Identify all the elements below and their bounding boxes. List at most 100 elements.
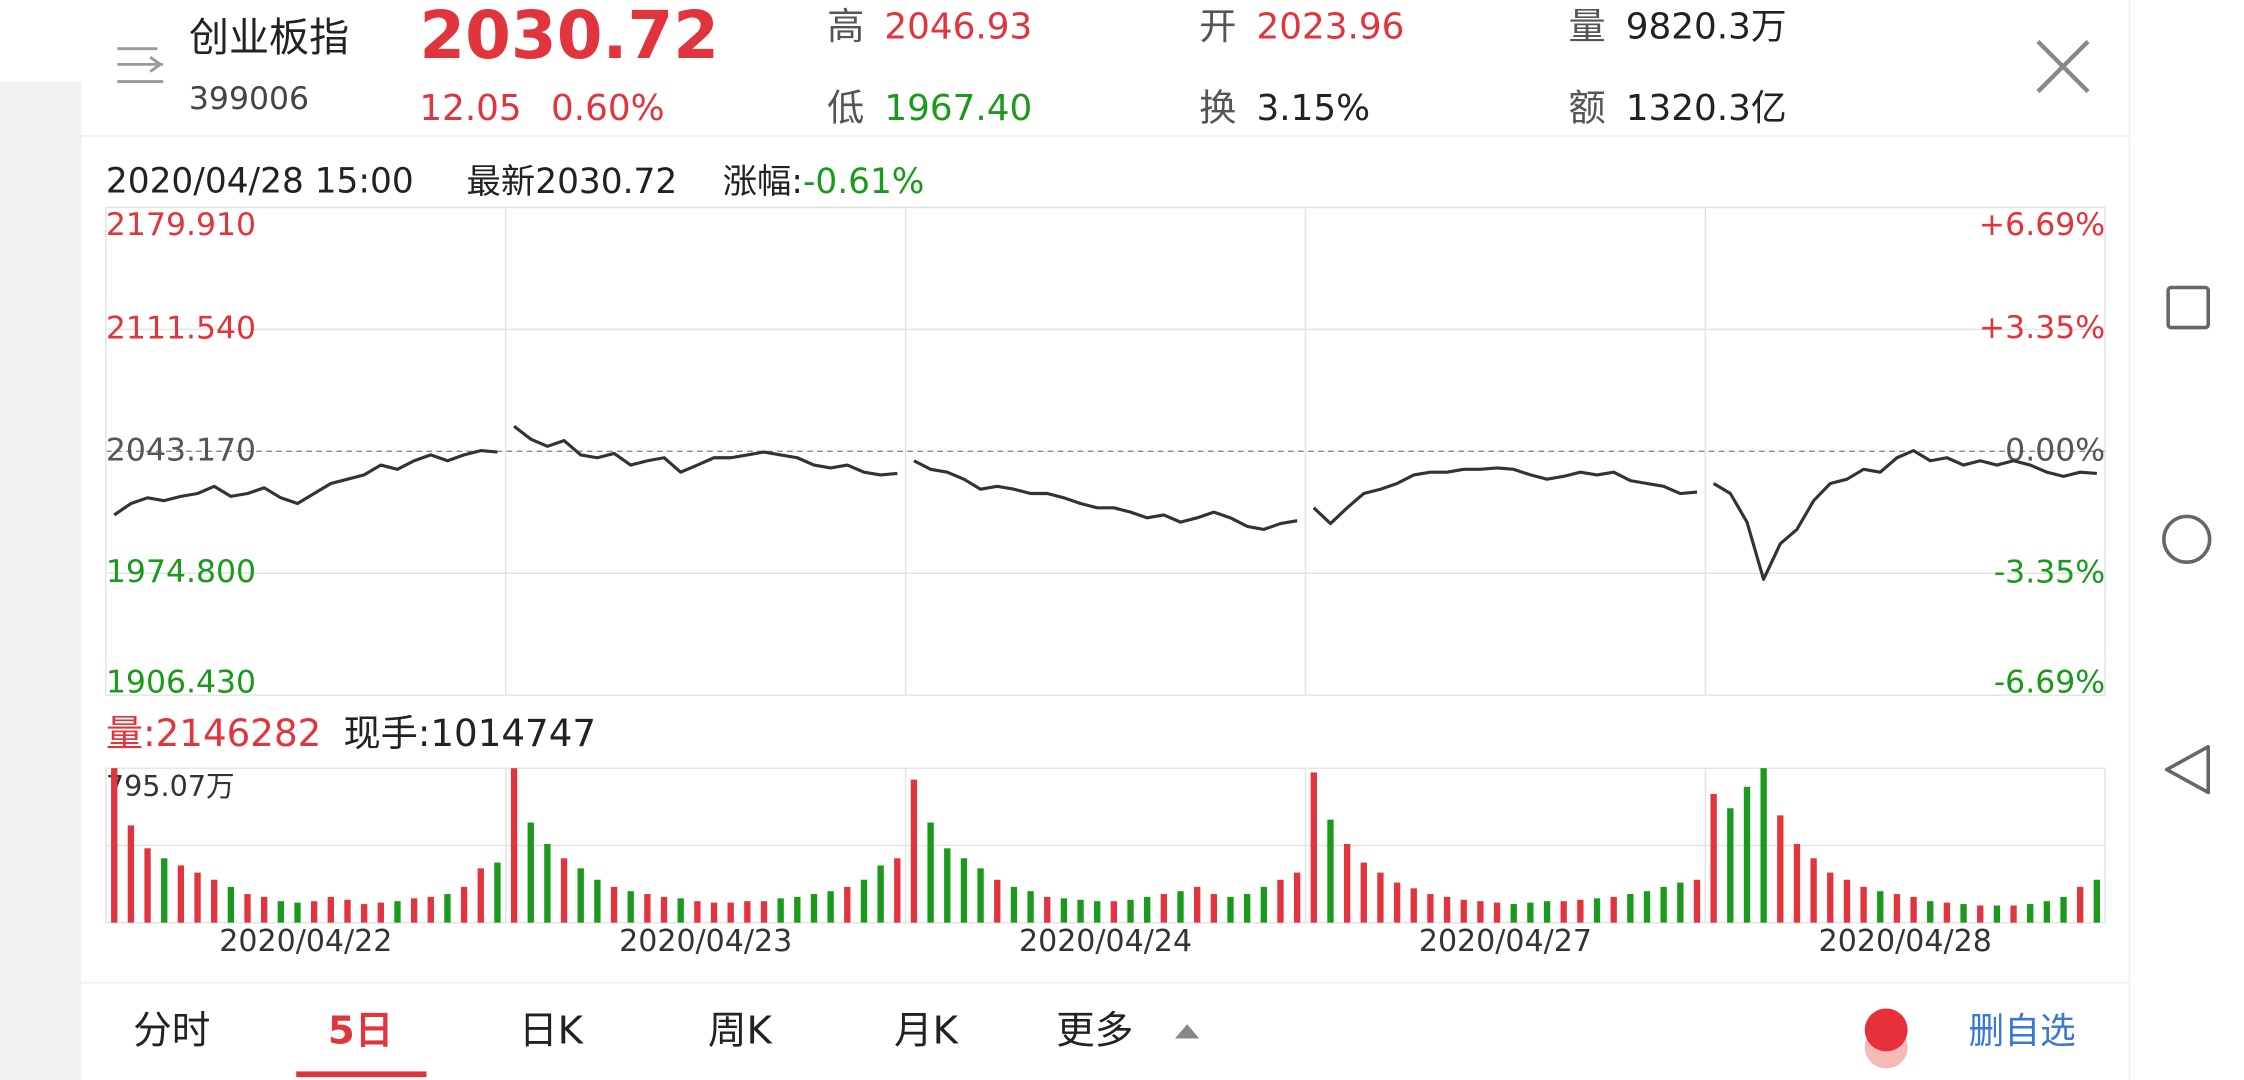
stock-code: 399006 bbox=[189, 81, 309, 117]
close-button[interactable] bbox=[2036, 39, 2090, 94]
tab[interactable]: 分时 bbox=[133, 1008, 210, 1053]
volume-bar bbox=[510, 768, 518, 923]
volume-bar bbox=[1110, 901, 1118, 923]
volume-bar bbox=[1743, 786, 1751, 923]
price-line bbox=[113, 449, 498, 517]
volume-bar bbox=[1543, 901, 1551, 923]
volume-bar bbox=[227, 886, 235, 923]
tab[interactable]: 日K bbox=[519, 1008, 585, 1053]
volume-bar bbox=[727, 902, 734, 923]
nav-back[interactable] bbox=[2164, 744, 2211, 795]
volume-bar bbox=[2077, 886, 2084, 923]
volume-bar bbox=[244, 894, 251, 923]
stat-value: 2023.96 bbox=[1257, 7, 1405, 48]
price-line bbox=[1312, 466, 1698, 526]
volume-bar bbox=[1427, 894, 1434, 923]
volume-bar bbox=[1010, 886, 1018, 923]
volume-bar bbox=[710, 902, 718, 923]
nav-recent[interactable] bbox=[2166, 285, 2211, 330]
stat-value: 2046.93 bbox=[884, 7, 1032, 48]
y-tick-label: 1974.800 bbox=[106, 554, 256, 590]
info-datetime: 2020/04/28 15:00 bbox=[106, 162, 414, 202]
volume-bar bbox=[1027, 891, 1034, 923]
volume-bar bbox=[161, 858, 168, 923]
volume-bar bbox=[910, 779, 918, 923]
volume-bar bbox=[111, 768, 118, 923]
x-tick-label: 2020/04/22 bbox=[219, 924, 392, 959]
volume-bar bbox=[1310, 772, 1317, 923]
volume-bar bbox=[977, 868, 984, 923]
volume-bar bbox=[694, 901, 701, 923]
volume-bar bbox=[2093, 879, 2101, 923]
volume-bar bbox=[1960, 904, 1967, 923]
volume-bar bbox=[1260, 886, 1267, 923]
volume-bar bbox=[660, 896, 668, 923]
menu-icon[interactable] bbox=[117, 47, 164, 83]
volume-bar bbox=[444, 894, 451, 923]
stat-label: 换 bbox=[1199, 86, 1236, 130]
volume-bar bbox=[1194, 886, 1201, 923]
latest-label: 最新 bbox=[467, 162, 536, 202]
volume-bar bbox=[1660, 886, 1667, 923]
volume-bar bbox=[860, 879, 868, 923]
volume-bar bbox=[1227, 896, 1234, 923]
volume-bar bbox=[277, 901, 285, 923]
volume-bar bbox=[327, 896, 334, 923]
volume-bar bbox=[1393, 882, 1401, 923]
volume-bar bbox=[1327, 819, 1334, 923]
stat-label: 低 bbox=[827, 86, 864, 130]
volume-bar bbox=[394, 901, 401, 923]
volume-bar bbox=[427, 896, 434, 923]
volume-bar bbox=[1627, 894, 1634, 923]
tab[interactable]: 5日 bbox=[328, 1008, 394, 1053]
volume-label: 量: bbox=[106, 711, 156, 755]
volume-bar bbox=[1693, 879, 1701, 923]
volume-bar bbox=[194, 872, 201, 923]
volume-bar bbox=[1094, 901, 1101, 923]
y-tick-label: 2111.540 bbox=[106, 310, 256, 346]
volume-bar bbox=[1060, 898, 1068, 923]
x-tick-label: 2020/04/28 bbox=[1819, 924, 1992, 959]
tab[interactable]: 周K bbox=[708, 1008, 774, 1053]
nav-home[interactable] bbox=[2162, 514, 2212, 564]
volume-bar bbox=[1510, 904, 1517, 923]
volume-bar bbox=[1877, 891, 1884, 923]
volume-bar bbox=[1477, 901, 1484, 923]
info-change: 涨幅:-0.61% bbox=[723, 162, 925, 202]
x-tick-label: 2020/04/24 bbox=[1019, 924, 1192, 959]
volume-bar bbox=[1410, 888, 1417, 923]
volume-bar bbox=[960, 858, 968, 923]
tab[interactable]: 更多 bbox=[1056, 1008, 1133, 1053]
stat-label: 开 bbox=[1199, 4, 1236, 48]
volume-bar bbox=[127, 825, 135, 923]
volume-bar bbox=[2060, 896, 2067, 923]
y-tick-label: 1906.430 bbox=[106, 665, 256, 701]
volume-bar bbox=[1044, 896, 1051, 923]
change-label: 涨幅: bbox=[723, 162, 803, 202]
volume-bar bbox=[1610, 896, 1617, 923]
volume-bar bbox=[494, 862, 501, 923]
tab[interactable]: 月K bbox=[894, 1008, 960, 1053]
stock-name: 创业板指 bbox=[189, 15, 349, 61]
volume-bar bbox=[1527, 902, 1534, 923]
volume-bar bbox=[211, 879, 218, 923]
float-dot[interactable] bbox=[1864, 1008, 1908, 1052]
volume-bar bbox=[2027, 904, 2034, 923]
volume-bar bbox=[1910, 896, 1917, 923]
volume-bar bbox=[827, 891, 834, 923]
volume-bar bbox=[1243, 894, 1251, 923]
volume-bar bbox=[1377, 872, 1384, 923]
y2-tick-label: +3.35% bbox=[1979, 310, 2105, 346]
volume-bar bbox=[2043, 901, 2051, 923]
volume-bar bbox=[1210, 894, 1218, 923]
remove-watchlist[interactable]: 删自选 bbox=[1969, 1011, 2076, 1052]
volume-bar bbox=[877, 865, 884, 923]
volume-bar bbox=[744, 901, 751, 923]
volume-bar bbox=[760, 901, 768, 923]
stat-value: 3.15% bbox=[1257, 88, 1371, 129]
volume-bar bbox=[994, 879, 1001, 923]
stat-label: 量 bbox=[1569, 4, 1606, 48]
volume-bar bbox=[1293, 872, 1301, 923]
y2-tick-label: -3.35% bbox=[1994, 554, 2105, 590]
